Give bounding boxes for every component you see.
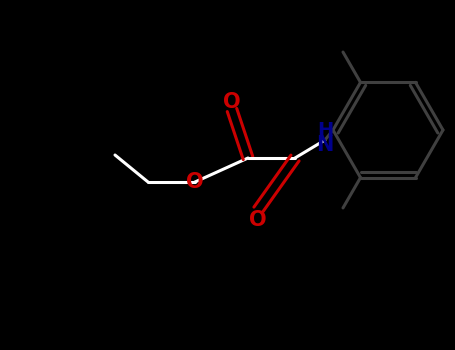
- Text: N: N: [316, 135, 334, 155]
- Text: O: O: [249, 210, 267, 230]
- Text: O: O: [223, 92, 241, 112]
- Text: H: H: [317, 121, 333, 140]
- Text: O: O: [186, 172, 204, 192]
